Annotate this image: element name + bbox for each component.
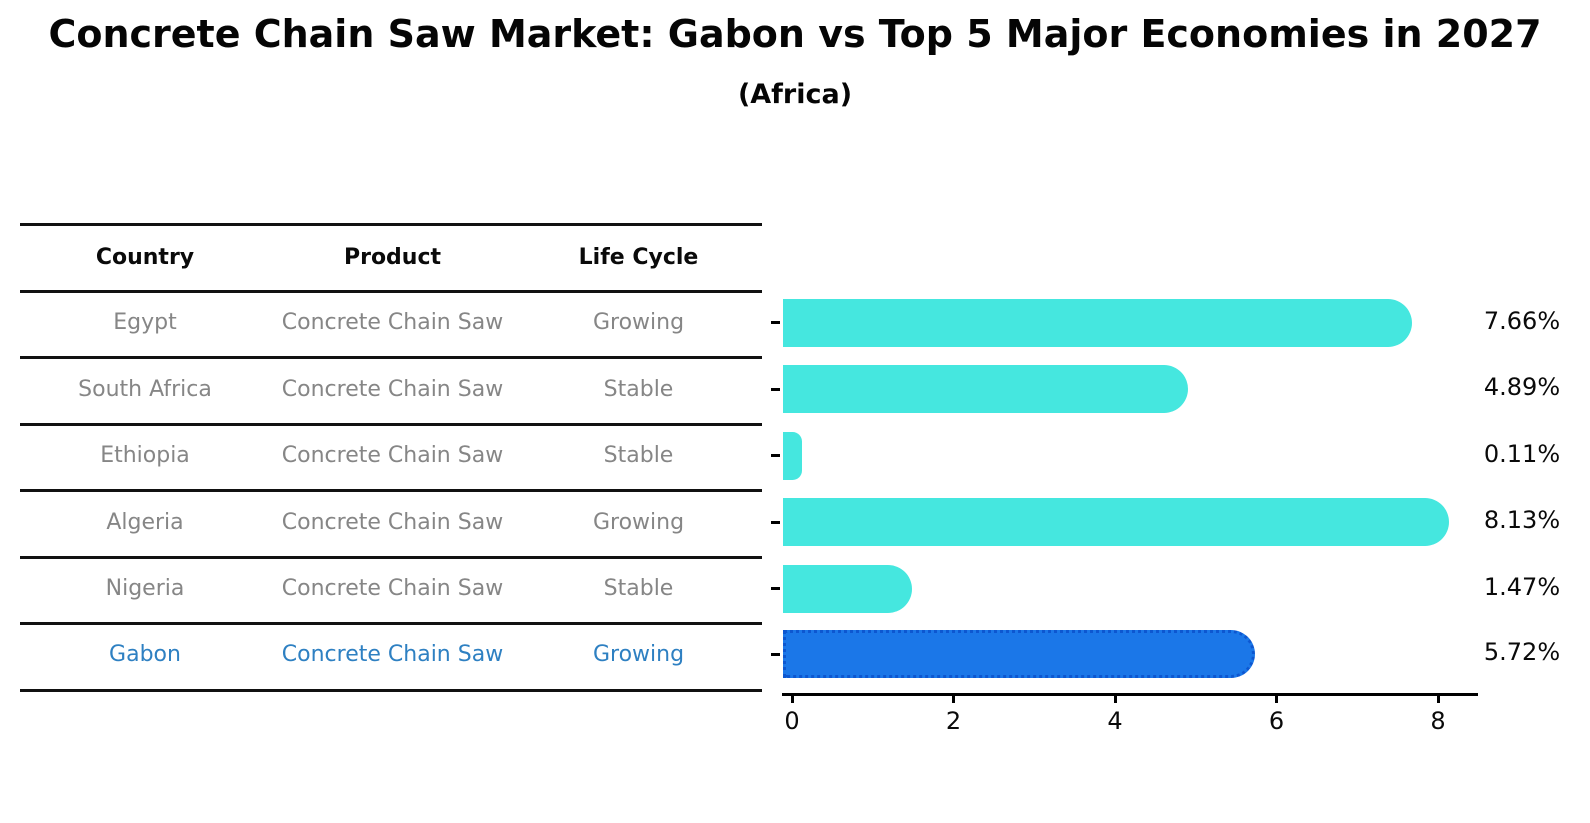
bar-algeria: [783, 498, 1450, 546]
product-cell: Concrete Chain Saw: [281, 443, 504, 468]
table-rule-line: [20, 223, 762, 226]
value-label: 8.13%: [1483, 506, 1561, 534]
y-tick-mark: [771, 520, 780, 524]
x-tick-mark: [1436, 693, 1440, 703]
header-life-cycle: Life Cycle: [578, 244, 699, 270]
product-cell: Concrete Chain Saw: [281, 576, 504, 601]
product-cell: Concrete Chain Saw: [281, 310, 504, 335]
x-tick-label: 8: [1430, 707, 1446, 735]
table-row: Algeria Concrete Chain Saw Growing: [20, 505, 762, 539]
table-row: South Africa Concrete Chain Saw Stable: [20, 372, 762, 406]
bar-ethiopia: [783, 431, 802, 480]
table-rule-line: [20, 489, 762, 492]
chart-title: Concrete Chain Saw Market: Gabon vs Top …: [48, 12, 1542, 56]
value-label: 7.66%: [1483, 306, 1561, 335]
country-cell: Gabon: [109, 641, 181, 667]
x-tick-mark: [790, 693, 794, 703]
country-cell: Algeria: [106, 509, 184, 535]
table-row: Egypt Concrete Chain Saw Growing: [20, 306, 762, 340]
life-cycle-cell: Growing: [592, 641, 685, 667]
x-tick-label: 2: [945, 707, 962, 735]
y-tick-mark: [771, 454, 780, 457]
bar-south-africa: [783, 365, 1188, 413]
table-rule-line: [20, 555, 762, 559]
value-label: 5.72%: [1483, 638, 1561, 666]
table-rule-line: [20, 422, 762, 426]
value-label: 1.47%: [1483, 572, 1561, 601]
table-rule-line: [20, 622, 762, 625]
product-cell: Concrete Chain Saw: [281, 509, 504, 535]
y-tick-mark: [771, 387, 780, 391]
bar-nigeria: [783, 564, 912, 613]
x-tick-mark: [1275, 693, 1278, 703]
chart-subtitle: (Africa): [737, 79, 853, 110]
x-tick-mark: [1113, 693, 1117, 703]
product-cell: Concrete Chain Saw: [281, 376, 504, 402]
x-tick-label: 4: [1107, 707, 1123, 735]
table-header-row: Country Product Life Cycle: [20, 240, 762, 274]
table-row: Ethiopia Concrete Chain Saw Stable: [20, 439, 762, 473]
x-tick-label: 6: [1268, 707, 1285, 735]
bar-egypt: [783, 298, 1412, 347]
value-label: 4.89%: [1483, 373, 1561, 401]
country-cell: Egypt: [113, 310, 177, 335]
x-tick-label: 0: [784, 707, 800, 735]
x-axis-line: [782, 693, 1478, 696]
life-cycle-cell: Stable: [603, 376, 674, 402]
bar-gabon: [783, 630, 1255, 678]
country-cell: South Africa: [78, 376, 212, 402]
value-label: 0.11%: [1483, 439, 1561, 468]
header-product: Product: [343, 244, 442, 270]
y-tick-mark: [771, 652, 780, 656]
table-row: Gabon Concrete Chain Saw Growing: [20, 637, 762, 671]
y-tick-mark: [771, 321, 780, 324]
table-rule-line: [20, 688, 762, 692]
life-cycle-cell: Stable: [603, 443, 674, 468]
table-row: Nigeria Concrete Chain Saw Stable: [20, 572, 762, 606]
y-tick-mark: [771, 587, 780, 590]
country-cell: Nigeria: [105, 576, 185, 601]
country-cell: Ethiopia: [100, 443, 190, 468]
life-cycle-cell: Stable: [603, 576, 674, 601]
x-tick-mark: [952, 693, 955, 703]
table-rule-line: [20, 289, 762, 293]
table-rule-line: [20, 356, 762, 359]
life-cycle-cell: Growing: [592, 509, 685, 535]
product-cell: Concrete Chain Saw: [281, 641, 504, 667]
header-country: Country: [95, 244, 195, 270]
life-cycle-cell: Growing: [592, 310, 685, 335]
